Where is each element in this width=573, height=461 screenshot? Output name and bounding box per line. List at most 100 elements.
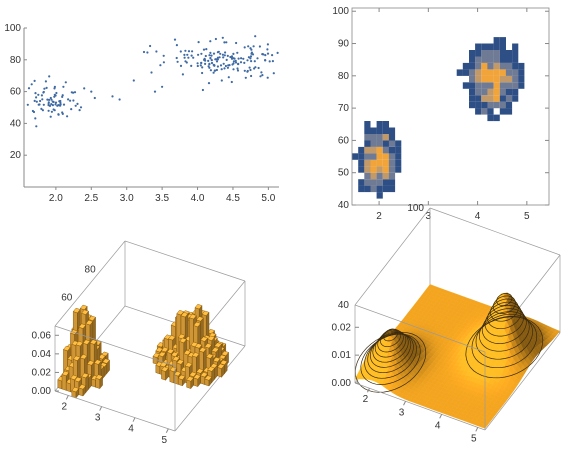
contour-line [380,328,402,348]
histogram-bin [382,153,389,160]
y-tick-label: 80 [85,264,97,275]
bar-face-top [166,348,175,354]
data-point [219,52,222,55]
y-tick-label: 80 [10,55,22,66]
histogram-bin [358,159,365,167]
bar-face-top [207,335,215,341]
y-tick-label: 100 [332,6,349,17]
histogram-bin [481,82,488,89]
data-point [51,100,54,103]
z-tick-label: 0.00 [332,378,352,389]
histogram-bin [469,56,476,63]
histogram-bin [505,56,513,63]
histogram-bin [382,185,389,193]
data-point [50,103,53,106]
data-point [210,61,214,65]
data-point [35,125,38,128]
bar-face-top [198,347,207,353]
data-point [209,51,212,55]
histogram-bin [493,56,500,63]
data-point [243,61,246,64]
histogram-bin [388,140,396,147]
bar-face-top [194,343,203,349]
histogram-bin [469,69,476,76]
histogram-bin [481,75,488,83]
histogram-bin [493,43,500,50]
data-point [70,91,73,94]
histogram-bin [493,50,500,57]
histogram-bin [493,114,500,122]
data-point [260,71,263,74]
histogram-bin [364,134,371,141]
histogram-bin [376,172,383,180]
histogram-bin [493,95,500,102]
data-point [254,35,257,38]
histogram-bin [512,82,519,89]
box-edge [54,240,126,327]
data-point [223,41,226,44]
x-tick-label: 2 [363,394,369,405]
data-point [215,60,219,63]
x-tick-label: 4 [435,420,441,431]
x-tick-label: 2 [62,401,68,412]
y-tick-label: 60 [61,293,73,304]
histogram-bin [512,43,519,50]
histogram-bin [487,69,494,76]
bar-face-top [161,366,169,372]
y-tick-label: 60 [10,87,22,98]
x-tick-mark [99,406,103,411]
data-point [226,66,229,69]
data-point [132,79,135,82]
histogram-bin [382,134,389,141]
bar-face-top [89,339,98,345]
contour-line [465,316,544,379]
histogram-bin [382,172,389,180]
y-tick-label: 50 [338,168,350,179]
histogram-bin [370,140,377,147]
histogram-bin [388,185,396,193]
data-point [271,60,274,63]
data-point [200,61,203,64]
data-point [33,99,36,102]
histogram-bin [493,88,500,96]
contour-line [489,298,519,322]
histogram-bin [376,166,383,173]
data-point [262,53,265,56]
bar-face-top [219,359,228,366]
histogram-bin [469,82,476,89]
histogram-bin [364,179,371,186]
data-point [233,57,236,60]
z-tick-label: 0.04 [32,349,52,360]
histogram-bin [469,62,476,70]
data-point [243,69,246,72]
histogram-bin [364,140,371,147]
histogram-bin [388,134,396,141]
bar-face-top [204,375,213,381]
histogram-bin [376,146,383,154]
data-point [243,46,246,49]
histogram-bin [475,69,482,76]
data-point [215,58,218,61]
data-point [70,108,73,111]
data-point [57,104,60,107]
z-tick-label: 0.02 [32,367,52,378]
x-tick-label: 3 [426,211,432,222]
data-point [162,61,165,64]
data-point [254,66,257,69]
data-point [40,107,43,110]
histogram-bin [475,75,482,83]
data-point [46,98,49,101]
data-point [207,82,211,85]
data-point [73,91,77,94]
histogram-bin [469,95,476,102]
data-point [222,62,225,65]
histogram-bin [475,108,482,115]
histogram-bin [505,88,513,96]
data-point [49,96,52,100]
histogram-bin [481,101,488,109]
bar-face-top [95,374,103,380]
bar-face-top [177,333,186,340]
data-point [49,115,52,118]
data-point [55,91,58,95]
